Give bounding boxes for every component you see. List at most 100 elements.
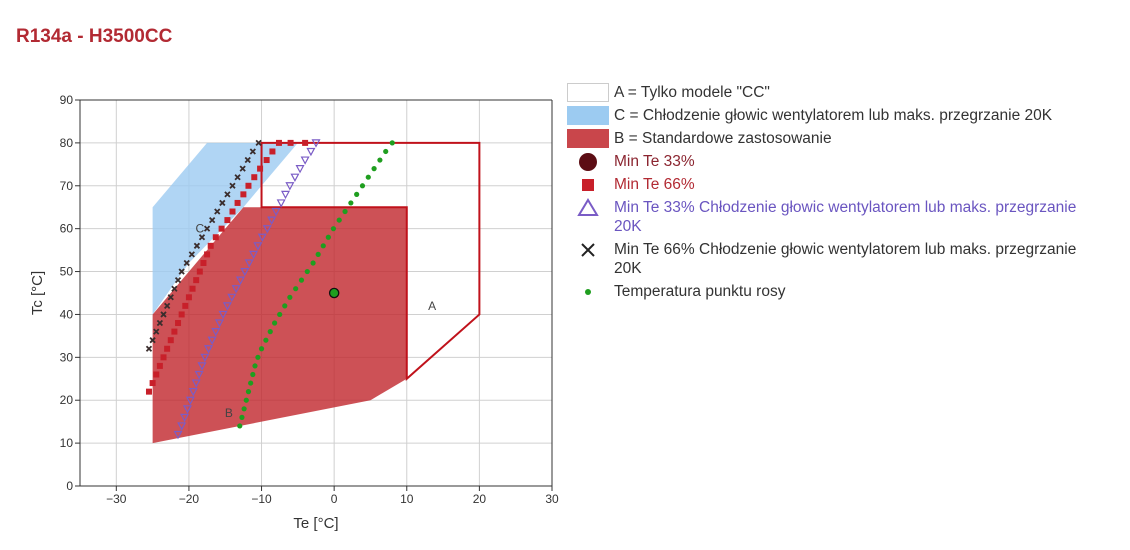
min-te-66-marker — [171, 328, 178, 335]
min-te-33-fan-marker — [197, 362, 207, 371]
region-label-c: C — [195, 222, 204, 236]
dew-point-marker — [239, 414, 245, 420]
min-te-66-marker — [156, 362, 163, 369]
dew-point-marker — [237, 423, 243, 429]
legend-item-a[interactable]: A = Tylko modele "CC" — [567, 83, 1107, 102]
chart: ACB −30 −20 −10 0 10 20 300102030405060708090 … — [29, 93, 559, 532]
min-te-66-fan-marker — [183, 259, 190, 267]
y-tick-label: 40 — [60, 307, 74, 321]
min-te-66-marker — [224, 217, 231, 224]
legend-swatch-a — [567, 83, 609, 102]
dew-point-marker — [371, 166, 377, 172]
dew-point-marker — [255, 354, 261, 360]
legend-item-b[interactable]: B = Standardowe zastosowanie — [567, 129, 1107, 148]
min-te-33-fan-marker — [240, 267, 250, 277]
legend-label-min33: Min Te 33% — [614, 153, 695, 170]
legend-swatch-b — [567, 129, 609, 148]
region-label-a: A — [428, 299, 436, 313]
min-te-66-fan-marker — [224, 191, 231, 198]
operating-point-marker — [328, 287, 340, 299]
min-te-66-fan-marker — [171, 285, 178, 292]
legend-item-min66[interactable]: Min Te 66% — [567, 175, 1107, 194]
min-te-66-fan-marker — [239, 165, 246, 172]
min-te-66-fan-marker — [188, 251, 195, 258]
min-te-66-marker — [189, 285, 196, 292]
min-te-33-fan-marker — [295, 165, 305, 174]
dew-point-marker — [298, 277, 305, 283]
dew-point-marker — [389, 140, 395, 146]
legend-label-c: C = Chłodzenie głowic wentylatorem lub m… — [614, 107, 1053, 124]
min-te-66-fan-marker — [255, 139, 262, 147]
min-te-66-marker — [164, 345, 171, 352]
legend-swatch-min66 — [567, 175, 609, 194]
x-tick-label: 10 — [400, 492, 414, 506]
dew-point-marker — [315, 251, 321, 257]
legend-swatch-min33fan — [567, 197, 609, 217]
min-te-66-marker — [212, 234, 219, 241]
min-te-66-marker — [175, 320, 182, 327]
region-a — [260, 141, 481, 381]
min-te-66-marker — [269, 148, 276, 155]
min-te-33-fan-marker — [276, 199, 286, 208]
y-tick-label: 70 — [60, 179, 74, 193]
min-te-33-fan-marker — [214, 319, 224, 328]
dew-point-marker — [245, 389, 252, 395]
legend-label-dew: Temperatura punktu rosy — [614, 283, 786, 300]
y-tick-label: 50 — [60, 265, 74, 279]
y-tick-label: 20 — [60, 393, 74, 407]
min-te-66-marker — [234, 199, 241, 206]
legend-item-dew[interactable]: Temperatura punktu rosy — [567, 282, 1107, 301]
min-te-33-fan-marker — [194, 370, 204, 380]
min-te-33-fan-marker — [200, 353, 210, 363]
legend-item-min33fan[interactable]: Min Te 33% Chłodzenie głowic wentylatore… — [567, 197, 1107, 236]
legend-item-min33[interactable]: Min Te 33% — [567, 152, 1107, 171]
dew-point-marker — [377, 157, 383, 163]
legend-label-min33fan: Min Te 33% Chłodzenie głowic wentylatore… — [614, 199, 1077, 235]
dew-point-marker — [267, 329, 273, 335]
legend-swatch-dew — [567, 282, 609, 301]
min-te-66-marker — [185, 294, 192, 301]
dew-point-marker — [250, 371, 256, 378]
dew-point-marker — [287, 294, 293, 300]
min-te-33-fan-marker — [267, 216, 277, 225]
dew-point-marker — [342, 208, 348, 215]
min-te-33-fan-marker — [271, 207, 281, 217]
y-tick-label: 80 — [60, 136, 74, 150]
min-te-33-fan-marker — [235, 276, 245, 285]
min-te-66-marker — [204, 251, 211, 258]
min-te-66-fan-marker — [156, 319, 164, 327]
min-te-66-marker — [182, 302, 189, 309]
min-te-66-fan-marker — [145, 345, 153, 352]
legend-swatch-min33 — [567, 152, 609, 171]
page-title: R134a - H3500CC — [16, 26, 173, 47]
min-te-33-fan-marker — [177, 422, 187, 431]
y-tick-label: 60 — [60, 222, 74, 236]
x-axis-title: Te [°C] — [293, 515, 338, 532]
dew-point-marker — [310, 260, 316, 266]
min-te-66-fan-marker — [193, 242, 201, 249]
min-te-33-fan-marker — [311, 139, 321, 148]
min-te-33-fan-marker — [253, 242, 263, 251]
min-te-66-fan-marker — [149, 337, 156, 344]
x-tick-label: 20 — [473, 492, 487, 506]
min-te-33-fan-marker — [306, 147, 316, 157]
y-tick-label: 10 — [60, 436, 74, 450]
dew-point-marker — [248, 380, 254, 386]
dew-point-marker — [272, 320, 278, 326]
dew-point-marker — [383, 148, 389, 155]
min-te-33-fan-marker — [227, 293, 237, 303]
min-te-66-marker — [251, 174, 258, 181]
min-te-66-marker — [287, 139, 294, 146]
min-te-66-marker — [275, 139, 282, 146]
min-te-33-fan-marker — [207, 336, 217, 345]
dew-point-marker — [336, 217, 342, 223]
dew-point-marker — [325, 234, 331, 240]
dew-point-marker — [365, 174, 371, 180]
regions: A C B — [152, 141, 481, 444]
min-te-66-marker — [149, 380, 156, 387]
dew-point-marker — [258, 346, 265, 352]
legend-label-min66: Min Te 66% — [614, 176, 695, 193]
x-tick-label: −20 — [179, 492, 200, 506]
legend-item-min66fan[interactable]: Min Te 66% Chłodzenie głowic wentylatore… — [567, 240, 1107, 278]
legend-item-c[interactable]: C = Chłodzenie głowic wentylatorem lub m… — [567, 106, 1107, 125]
